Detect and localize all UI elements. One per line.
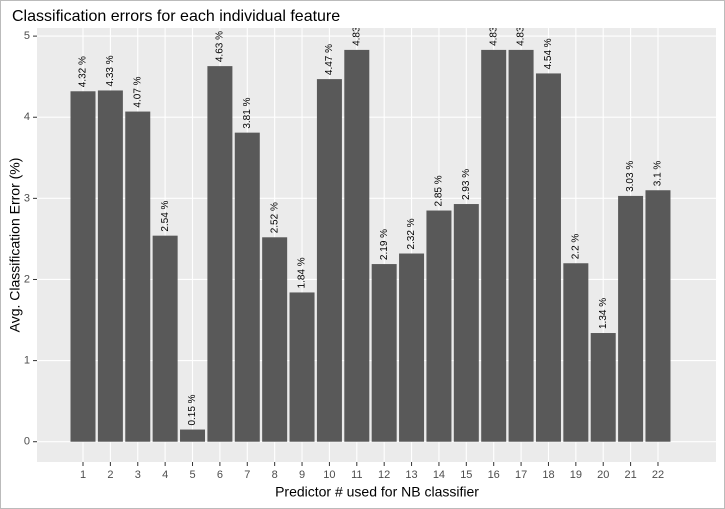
x-tick-label: 15 (460, 469, 472, 481)
data-label: 4.63 % (215, 31, 226, 62)
bar (70, 91, 96, 442)
x-tick-label: 19 (570, 469, 582, 481)
data-label: 2.93 % (461, 169, 472, 200)
data-label: 0.15 % (187, 394, 198, 425)
x-axis-title: Predictor # used for NB classifier (275, 484, 479, 500)
data-label: 4.47 % (324, 44, 335, 75)
y-tick-label: 2 (24, 273, 30, 285)
data-label: 1.84 % (297, 257, 308, 288)
bar (590, 333, 616, 442)
x-tick-label: 18 (542, 469, 554, 481)
data-label: 2.19 % (379, 229, 390, 260)
bar (508, 49, 534, 442)
data-label: 1.34 % (598, 298, 609, 329)
x-tick-label: 21 (624, 469, 636, 481)
x-tick-label: 9 (299, 469, 305, 481)
x-tick-label: 12 (378, 469, 390, 481)
data-label: 4.54 % (543, 38, 554, 69)
x-tick-label: 7 (244, 469, 250, 481)
y-tick-label: 5 (24, 30, 30, 42)
bar (563, 263, 589, 442)
data-label: 3.81 % (242, 97, 253, 128)
x-tick-label: 8 (272, 469, 278, 481)
bar (152, 235, 178, 442)
bar (289, 292, 315, 442)
bar (618, 195, 644, 442)
data-label: 2.54 % (160, 200, 171, 231)
bar (453, 204, 479, 442)
x-tick-label: 16 (488, 469, 500, 481)
data-label: 4.83 % (516, 15, 527, 46)
data-label: 4.83 % (351, 15, 362, 46)
data-label: 3.1 % (653, 161, 664, 187)
x-tick-label: 2 (107, 469, 113, 481)
x-tick-label: 6 (217, 469, 223, 481)
bar (645, 190, 671, 442)
bar (371, 264, 397, 442)
bar (481, 49, 507, 442)
data-label: 3.03 % (625, 161, 636, 192)
data-label: 4.07 % (132, 76, 143, 107)
bar (207, 66, 233, 442)
x-tick-label: 22 (652, 469, 664, 481)
bar (535, 73, 561, 442)
data-label: 4.33 % (105, 55, 116, 86)
x-tick-label: 1 (80, 469, 86, 481)
data-label: 2.32 % (406, 218, 417, 249)
x-tick-label: 4 (162, 469, 168, 481)
x-tick-label: 3 (135, 469, 141, 481)
bar (316, 79, 342, 442)
bar (426, 210, 452, 442)
data-label: 2.52 % (269, 202, 280, 233)
y-tick-label: 1 (24, 355, 30, 367)
y-tick-label: 4 (24, 111, 30, 123)
y-axis-title: Avg. Classification Error (%) (7, 158, 23, 333)
bar (399, 253, 425, 442)
bar (344, 49, 370, 442)
x-tick-label: 14 (433, 469, 445, 481)
bar (125, 111, 151, 442)
bar (97, 90, 123, 442)
bar (234, 132, 260, 442)
data-label: 4.32 % (78, 56, 89, 87)
marks: 4.32 % 4.33 % 4.07 % 2.54 % 0.15 % 4.63 % 3.81… (70, 15, 671, 442)
x-tick-label: 20 (597, 469, 609, 481)
x-tick-label: 10 (323, 469, 335, 481)
y-tick-label: 3 (24, 192, 30, 204)
chart-title: Classification errors for each individua… (12, 8, 340, 25)
data-label: 4.83 % (488, 15, 499, 46)
x-tick-label: 5 (189, 469, 195, 481)
data-label: 2.85 % (434, 175, 445, 206)
x-tick-label: 13 (405, 469, 417, 481)
x-tick-label: 11 (351, 469, 362, 481)
bar (262, 237, 288, 442)
x-tick-label: 17 (515, 469, 527, 481)
bar (180, 429, 206, 442)
y-tick-label: 0 (24, 436, 30, 448)
data-label: 2.2 % (570, 234, 581, 260)
